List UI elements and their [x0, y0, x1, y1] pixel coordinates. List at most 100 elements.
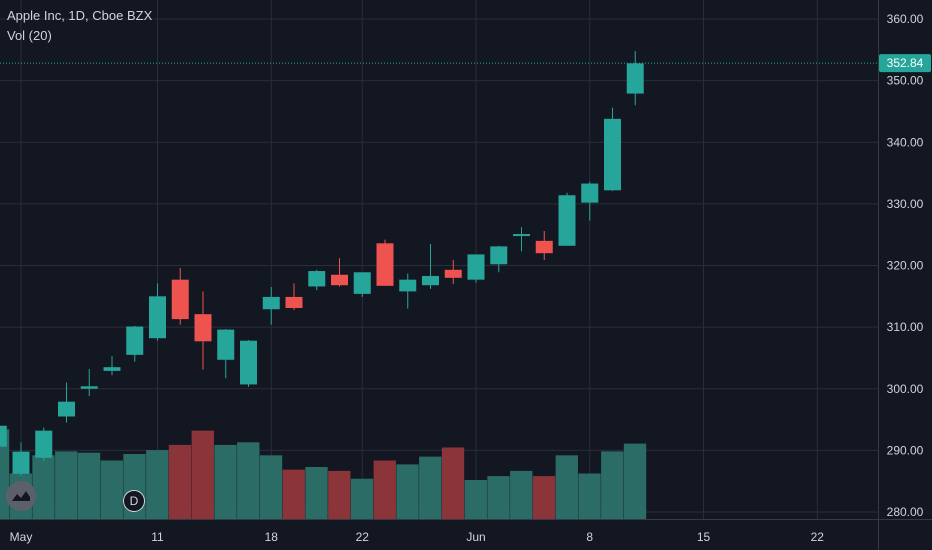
volume-bar: [441, 447, 465, 519]
candle[interactable]: [285, 283, 303, 310]
candle-body: [376, 243, 394, 286]
volume-bar: [146, 450, 169, 519]
candle-body: [0, 425, 7, 447]
candle-body: [308, 271, 326, 287]
candle-body: [581, 183, 599, 203]
symbol-title[interactable]: Apple Inc, 1D, Cboe BZX: [7, 8, 153, 23]
candle[interactable]: [0, 425, 7, 469]
volume-bar: [555, 455, 578, 519]
candle[interactable]: [35, 427, 53, 461]
candle-body: [444, 269, 462, 278]
candle-body: [171, 279, 189, 320]
candle-body: [12, 451, 30, 474]
time-tick-label: May: [10, 530, 33, 544]
candle[interactable]: [353, 272, 371, 297]
price-tick-label: 320.00: [887, 259, 924, 273]
candle-body: [626, 63, 644, 94]
candle[interactable]: [58, 382, 75, 423]
price-tick-label: 300.00: [887, 382, 924, 396]
time-axis[interactable]: May 11 18 22 Jun 8 15 22: [10, 530, 825, 544]
volume-bar: [77, 452, 101, 519]
volume-bar: [191, 430, 214, 519]
candle[interactable]: [399, 273, 417, 309]
price-tick-label: 360.00: [887, 12, 924, 26]
candle[interactable]: [308, 269, 326, 291]
candle[interactable]: [376, 239, 394, 286]
candle[interactable]: [80, 369, 98, 397]
volume-bar: [237, 442, 260, 519]
last-price-label: 352.84: [879, 54, 931, 73]
candle[interactable]: [467, 254, 485, 283]
candle-body: [80, 386, 98, 389]
candle[interactable]: [171, 267, 189, 325]
candle[interactable]: [126, 325, 144, 362]
candle-body: [262, 296, 280, 310]
candle-body: [604, 118, 621, 191]
price-tick-label: 330.00: [887, 197, 924, 211]
price-tick-label: 340.00: [887, 135, 924, 149]
volume-bar: [214, 444, 237, 519]
volume-bar: [32, 455, 55, 519]
volume-bar: [510, 470, 533, 519]
candle[interactable]: [444, 259, 462, 284]
candle[interactable]: [149, 283, 166, 341]
candle[interactable]: [581, 181, 599, 221]
candle-body: [217, 329, 235, 360]
price-axis[interactable]: 360.00 350.00 340.00 330.00 320.00 310.00 300.…: [887, 12, 924, 519]
candle[interactable]: [12, 442, 30, 476]
time-tick-label: 22: [356, 530, 370, 544]
candle[interactable]: [262, 287, 280, 325]
volume-bar: [578, 473, 601, 519]
volume-bar: [305, 467, 328, 519]
volume-bar: [0, 429, 10, 519]
time-tick-label: Jun: [466, 530, 485, 544]
price-tick-label: 350.00: [887, 74, 924, 88]
volume-bar: [396, 464, 419, 519]
candles: [0, 51, 644, 476]
candle-body: [126, 326, 144, 355]
candle[interactable]: [194, 291, 212, 370]
candle-body: [399, 279, 417, 292]
candle-body: [58, 401, 75, 417]
candle-body: [331, 274, 348, 286]
candle-body: [467, 254, 485, 280]
candle[interactable]: [604, 107, 621, 191]
volume-bar: [601, 451, 624, 519]
volume-bar: [464, 480, 487, 519]
time-tick-label: 15: [697, 530, 711, 544]
candle-body: [535, 240, 553, 254]
candle-body: [422, 275, 439, 286]
candle[interactable]: [217, 328, 235, 379]
candle[interactable]: [422, 243, 439, 289]
volume-bar: [100, 460, 123, 519]
candle[interactable]: [240, 340, 257, 387]
candle-body: [285, 296, 303, 309]
candle-body: [558, 195, 576, 246]
candle-body: [353, 272, 371, 294]
volume-bar: [328, 470, 351, 519]
candle[interactable]: [513, 227, 530, 252]
volume-bar: [259, 455, 283, 519]
price-tick-label: 310.00: [887, 320, 924, 334]
candle[interactable]: [331, 258, 348, 287]
volume-indicator-label[interactable]: Vol (20): [7, 28, 52, 43]
legend: Apple Inc, 1D, Cboe BZX Vol (20): [7, 6, 152, 46]
tradingview-logo-glyph: [12, 491, 30, 501]
volume-bars: [0, 429, 647, 519]
candle-body: [149, 296, 166, 339]
volume-bar: [55, 451, 78, 519]
candle[interactable]: [535, 230, 553, 260]
candle[interactable]: [626, 51, 644, 106]
candle[interactable]: [558, 192, 576, 246]
candle-body: [490, 246, 508, 265]
candle[interactable]: [103, 356, 121, 376]
dividend-marker-icon[interactable]: D: [123, 490, 145, 512]
time-tick-label: 22: [811, 530, 825, 544]
volume-bar: [623, 443, 647, 519]
time-tick-label: 11: [151, 530, 164, 544]
candle[interactable]: [490, 245, 508, 273]
candle-body: [240, 340, 257, 385]
tradingview-logo-icon[interactable]: [6, 481, 36, 511]
